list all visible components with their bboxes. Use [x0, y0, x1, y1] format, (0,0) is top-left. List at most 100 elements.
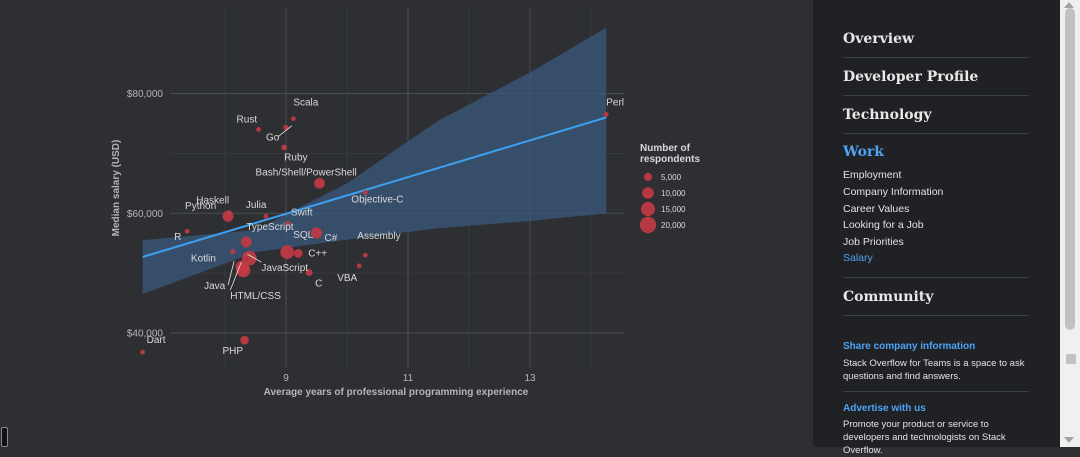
- point-label: Bash/Shell/PowerShell: [256, 167, 357, 178]
- point-label: Objective-C: [351, 194, 403, 205]
- point-label: C: [315, 279, 322, 290]
- data-point: [240, 236, 252, 248]
- legend-swatch: [640, 201, 656, 217]
- advertise-link[interactable]: Advertise with us: [843, 403, 926, 414]
- y-tick-label: $80,000: [127, 89, 164, 100]
- data-point: [281, 144, 288, 151]
- nav-divider: [843, 95, 1029, 96]
- point-label: Java: [204, 281, 226, 292]
- scroll-up-arrow-icon[interactable]: [1064, 2, 1074, 8]
- point-label: Dart: [147, 335, 166, 346]
- data-point: [293, 248, 303, 258]
- nav-item-job-priorities[interactable]: Job Priorities: [843, 236, 904, 248]
- label-connector: [227, 261, 235, 286]
- x-tick-label: 9: [283, 373, 289, 384]
- nav-community[interactable]: Community: [843, 289, 934, 305]
- point-label: Rust: [237, 114, 258, 125]
- y-tick-label: $40,000: [127, 329, 164, 340]
- point-label: C++: [308, 248, 327, 259]
- x-tick-label: 11: [403, 373, 414, 384]
- legend-swatch: [639, 216, 657, 234]
- salary-chart-panel: Perl Scala Rust Go Ruby Bash/Shell/PowerShell…: [111, 8, 701, 398]
- data-point: [263, 213, 269, 219]
- data-point: [356, 263, 362, 269]
- nav-divider: [843, 133, 1029, 134]
- label-connector: [247, 253, 262, 263]
- scrollbar-marker: [1066, 354, 1076, 364]
- x-tick-label: 13: [524, 373, 536, 384]
- y-tick-label: $60,000: [127, 209, 164, 220]
- point-label: Julia: [246, 200, 267, 211]
- point-label: HTML/CSS: [230, 291, 281, 302]
- legend-label: 5,000: [661, 173, 682, 182]
- legend-label: 15,000: [661, 205, 686, 214]
- point-label: Assembly: [357, 231, 400, 242]
- data-point: [140, 349, 146, 355]
- point-label: Haskell: [196, 196, 229, 207]
- data-point: [283, 124, 289, 131]
- nav-divider: [843, 315, 1029, 316]
- legend-label: 10,000: [661, 189, 686, 198]
- salary-experience-chart: Perl Scala Rust Go Ruby Bash/Shell/PowerShell…: [111, 8, 700, 398]
- data-point: [256, 127, 261, 132]
- legend-title: Number of: [640, 143, 691, 154]
- data-point: [280, 245, 295, 260]
- data-point: [240, 335, 249, 345]
- advertise-text: Promote your product or service to devel…: [843, 419, 1006, 456]
- nav-technology[interactable]: Technology: [843, 107, 932, 123]
- share-company-info-link[interactable]: Share company information: [843, 341, 976, 352]
- nav-overview[interactable]: Overview: [843, 31, 915, 47]
- label-connector: [229, 261, 242, 291]
- nav-divider: [843, 57, 1029, 58]
- point-label: Perl: [606, 97, 624, 108]
- point-label: JavaScript: [261, 263, 308, 274]
- confidence-band: [142, 27, 607, 295]
- data-point: [230, 248, 236, 255]
- nav-item-career-values[interactable]: Career Values: [843, 203, 910, 215]
- nav-item-looking-for-a-job[interactable]: Looking for a Job: [843, 219, 924, 231]
- nav-item-employment[interactable]: Employment: [843, 169, 902, 181]
- data-point: [310, 227, 323, 239]
- data-point: [603, 112, 609, 117]
- promo-divider: [843, 391, 1029, 392]
- point-label: Scala: [293, 98, 318, 109]
- point-label: R: [174, 232, 181, 243]
- nav-item-company-information[interactable]: Company Information: [843, 186, 944, 198]
- horizontal-scroll-handle[interactable]: [1, 427, 8, 447]
- legend-swatch: [643, 172, 653, 182]
- point-label: SQL: [293, 230, 313, 241]
- data-point: [285, 220, 291, 226]
- point-label: Python: [185, 201, 216, 212]
- data-point: [226, 210, 232, 216]
- data-point: [305, 269, 313, 276]
- data-point: [184, 228, 190, 234]
- data-point: [235, 260, 249, 274]
- data-point: [290, 116, 296, 122]
- trend-line: [142, 116, 607, 258]
- nav-developer-profile[interactable]: Developer Profile: [843, 69, 979, 85]
- data-point: [362, 189, 368, 195]
- point-label: Go: [266, 133, 280, 144]
- point-label: Kotlin: [191, 254, 216, 265]
- data-point: [314, 177, 325, 189]
- nav-work[interactable]: Work: [843, 144, 884, 160]
- point-label: TypeScript: [246, 222, 293, 233]
- x-axis-title: Average years of professional programmin…: [264, 387, 529, 398]
- scroll-down-arrow-icon[interactable]: [1064, 437, 1074, 443]
- scrollbar-thumb[interactable]: [1065, 8, 1075, 330]
- point-label: PHP: [223, 346, 244, 357]
- sidebar: Overview Developer Profile Technology Wo…: [813, 0, 1060, 456]
- label-connector: [277, 125, 293, 137]
- data-point: [362, 252, 368, 258]
- point-label: C#: [325, 233, 338, 244]
- point-label: Ruby: [284, 152, 307, 163]
- legend-label: 20,000: [661, 221, 686, 230]
- nav-divider: [843, 277, 1029, 278]
- share-company-info-text: Stack Overflow for Teams is a space to a…: [843, 358, 1025, 382]
- point-label: Swift: [291, 207, 313, 218]
- point-label: VBA: [337, 273, 357, 284]
- nav-item-salary[interactable]: Salary: [843, 252, 873, 264]
- legend-title: respondents: [640, 154, 700, 165]
- legend-swatch: [642, 187, 654, 199]
- y-axis-title: Median salary (USD): [111, 140, 122, 237]
